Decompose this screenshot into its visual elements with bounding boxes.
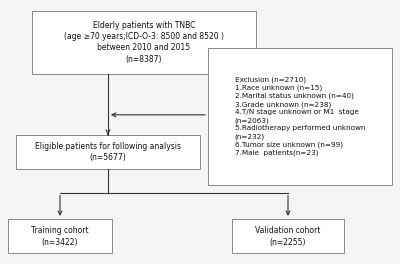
Text: Elderly patients with TNBC
(age ≥70 years;ICD-O-3: 8500 and 8520 )
between 2010 : Elderly patients with TNBC (age ≥70 year… — [64, 21, 224, 64]
Text: Validation cohort
(n=2255): Validation cohort (n=2255) — [255, 226, 321, 247]
Text: Exclusion (n=2710)
1.Race unknown (n=15)
2.Marital status unknown (n=40)
3.Grade: Exclusion (n=2710) 1.Race unknown (n=15)… — [235, 76, 365, 156]
Text: Eligible patients for following analysis
(n=5677): Eligible patients for following analysis… — [35, 142, 181, 162]
FancyBboxPatch shape — [32, 11, 256, 74]
FancyBboxPatch shape — [208, 48, 392, 185]
FancyBboxPatch shape — [16, 135, 200, 169]
FancyBboxPatch shape — [8, 219, 112, 253]
FancyBboxPatch shape — [232, 219, 344, 253]
Text: Training cohort
(n=3422): Training cohort (n=3422) — [31, 226, 89, 247]
